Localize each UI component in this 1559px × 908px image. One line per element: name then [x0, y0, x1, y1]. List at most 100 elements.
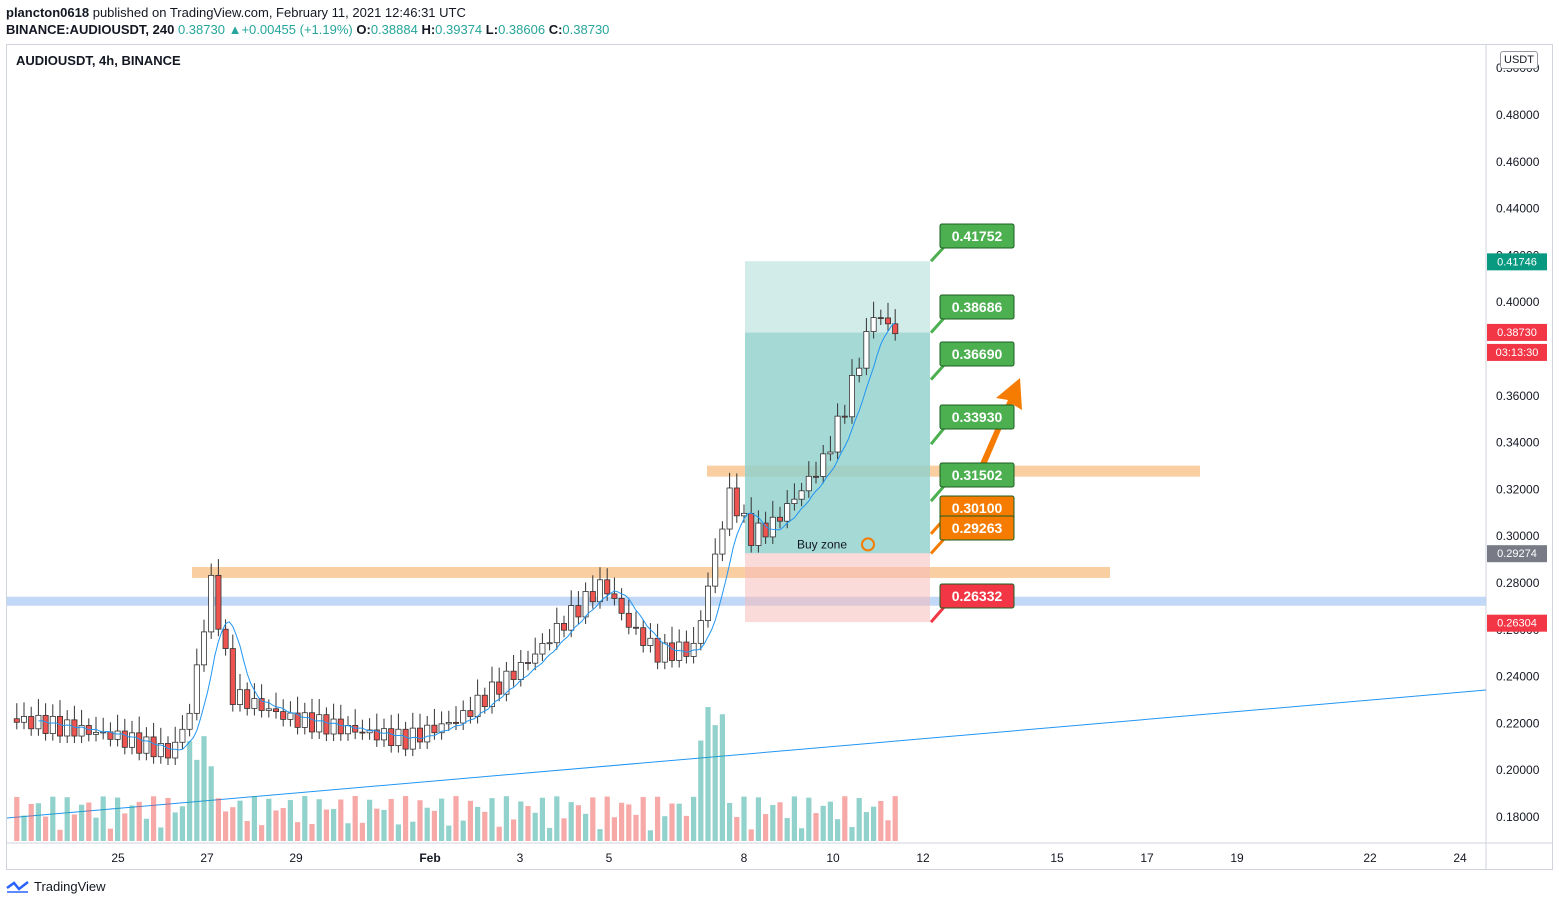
volume-bar	[482, 811, 488, 841]
volume-bar	[647, 830, 653, 841]
volume-bar	[871, 806, 877, 841]
candle-body	[172, 741, 179, 759]
candle-body	[323, 714, 330, 735]
volume-bar	[791, 796, 797, 841]
volume-bar	[539, 797, 545, 841]
volume-bar	[554, 796, 560, 841]
y-tick-label: 0.46000	[1496, 155, 1540, 169]
candle-body	[251, 698, 258, 709]
author-name[interactable]: plancton0618	[6, 5, 90, 20]
callout-pointer	[929, 426, 947, 446]
volume-bar	[244, 820, 250, 841]
symbol-label: BINANCE:AUDIOUSDT, 240	[6, 22, 175, 37]
volume-bar	[266, 798, 272, 841]
volume-bar	[381, 809, 387, 841]
candle-body	[49, 715, 56, 734]
volume-bar	[583, 813, 589, 841]
callout-box	[939, 341, 1015, 367]
volume-bar	[374, 808, 380, 841]
volume-bar	[453, 796, 459, 841]
volume-bar	[856, 798, 862, 841]
currency-label[interactable]: USDT	[1500, 51, 1538, 69]
volume-bar	[748, 829, 754, 841]
change-value: +0.00455 (+1.19%)	[241, 22, 353, 37]
callout-pointer	[929, 363, 947, 381]
candle-body	[618, 598, 625, 614]
y-tick-label: 0.32000	[1496, 482, 1540, 496]
volume-bar	[719, 714, 725, 841]
candle-body	[431, 724, 438, 734]
volume-bar	[338, 799, 344, 841]
volume-bar	[835, 819, 841, 841]
candle-body	[222, 628, 229, 649]
candle-body	[647, 637, 654, 646]
volume-bar	[28, 803, 34, 841]
candle-body	[705, 585, 712, 622]
candle-body	[20, 716, 27, 723]
candle-body	[388, 728, 395, 747]
volume-bar	[107, 828, 113, 841]
candle-body	[128, 732, 135, 748]
volume-bar	[532, 812, 538, 841]
y-tick-label: 0.28000	[1496, 576, 1540, 590]
volume-bar	[640, 797, 646, 841]
candle-body	[640, 627, 647, 646]
candle-body	[791, 498, 798, 504]
low-value: 0.38606	[498, 22, 546, 37]
position-stop-zone	[745, 553, 930, 623]
volume-bar	[727, 802, 733, 841]
volume-bar	[885, 820, 891, 841]
candle-body	[633, 626, 640, 629]
y-tick-label: 0.44000	[1496, 202, 1540, 216]
volume-bar	[251, 796, 257, 841]
candle-body	[712, 553, 719, 587]
volume-bar	[460, 820, 466, 841]
candle-body	[229, 648, 236, 705]
x-tick-label: 24	[1453, 851, 1467, 865]
x-tick-label: 12	[916, 851, 930, 865]
price-scale-value: 03:13:30	[1496, 347, 1539, 359]
volume-bar	[237, 800, 243, 841]
x-tick-label: 3	[517, 851, 524, 865]
volume-bar	[223, 811, 229, 841]
callout-box	[939, 583, 1015, 609]
candle-body	[870, 317, 877, 332]
volume-bar	[590, 797, 596, 841]
candle-body	[525, 662, 532, 664]
volume-bar	[93, 817, 99, 841]
volume-bar	[597, 829, 603, 841]
candle-body	[488, 681, 495, 707]
publish-info: plancton0618 published on TradingView.co…	[6, 5, 466, 20]
volume-bar	[367, 799, 373, 841]
footer-brand[interactable]: TradingView	[6, 879, 106, 894]
volume-bar	[359, 822, 365, 841]
candle-body	[496, 681, 503, 695]
price-scale-label	[1487, 614, 1547, 632]
price-scale-label	[1487, 323, 1547, 341]
chart-frame[interactable]	[6, 44, 1553, 870]
volume-bar	[475, 806, 481, 841]
price-scale-value: 0.41746	[1497, 256, 1537, 268]
candle-body	[215, 574, 222, 630]
candle-body	[460, 710, 467, 724]
candle-body	[294, 712, 301, 728]
volume-bar	[827, 801, 833, 841]
volume-bar	[763, 814, 769, 841]
volume-bar	[547, 827, 553, 841]
volume-bar	[201, 736, 207, 841]
candle-body	[539, 643, 546, 655]
candle-body	[337, 718, 344, 735]
brand-name: TradingView	[34, 879, 106, 894]
callout-value: 0.38686	[952, 299, 1003, 315]
volume-bar	[813, 813, 819, 841]
candle-body	[258, 698, 265, 711]
volume-bar	[799, 828, 805, 841]
candle-body	[373, 729, 380, 741]
x-tick-label: 22	[1363, 851, 1377, 865]
volume-bar	[64, 797, 70, 841]
volume-bar	[122, 813, 128, 841]
volume-bar	[194, 759, 200, 841]
volume-bar	[712, 725, 718, 841]
volume-bar	[14, 796, 20, 841]
